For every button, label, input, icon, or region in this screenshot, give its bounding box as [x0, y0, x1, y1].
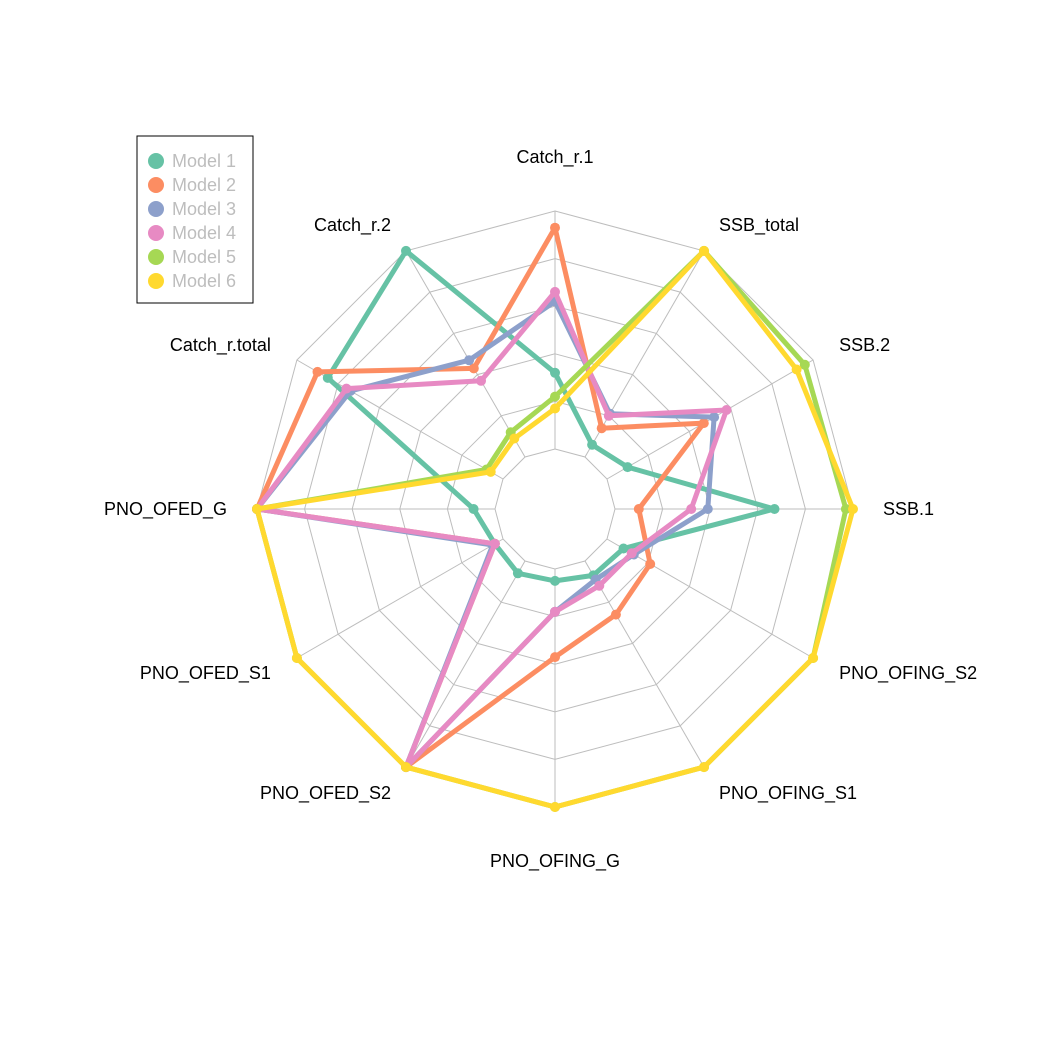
series-line: [254, 248, 849, 810]
data-point: [848, 504, 858, 514]
grid-spoke: [296, 538, 504, 659]
data-point: [468, 504, 479, 514]
axis-label: PNO_OFING_S1: [719, 783, 857, 804]
legend-marker: [148, 153, 164, 169]
data-point: [622, 462, 633, 473]
legend-label: Model 6: [172, 271, 236, 291]
data-point: [550, 403, 560, 414]
grid-spoke: [606, 538, 814, 659]
axis-labels: Catch_r.1 SSB_total SSB.2 SSB.1 PNO_OFING_S2…: [104, 147, 977, 872]
data-point: [594, 580, 605, 591]
data-point: [791, 364, 802, 375]
axis-label: PNO_OFED_S1: [140, 663, 271, 684]
data-point: [587, 439, 598, 450]
data-point: [618, 543, 629, 554]
data-point: [610, 609, 621, 620]
data-point: [769, 504, 780, 514]
axis-label: Catch_r.total: [170, 335, 271, 356]
data-point: [476, 375, 486, 386]
data-point: [721, 405, 732, 415]
legend-items: Model 1 Model 2 Model 3 Model 4 Model 5 Model…: [148, 151, 236, 291]
data-point: [291, 653, 302, 663]
data-point: [322, 372, 333, 383]
legend-label: Model 1: [172, 151, 236, 171]
data-point: [699, 245, 709, 256]
grid-spoke: [584, 560, 705, 768]
data-point: [252, 504, 262, 514]
legend-label: Model 5: [172, 247, 236, 267]
data-point: [509, 433, 520, 444]
axis-label: Catch_r.2: [314, 215, 391, 236]
data-point: [512, 568, 523, 579]
data-point: [550, 391, 560, 402]
data-point: [840, 504, 851, 514]
legend-marker: [148, 249, 164, 265]
series-5: [252, 245, 851, 812]
data-point: [550, 286, 560, 297]
data-point: [603, 410, 614, 421]
data-point: [312, 366, 323, 377]
legend-marker: [148, 177, 164, 193]
data-point: [808, 653, 819, 663]
data-point: [550, 652, 560, 663]
grid-spoke: [405, 250, 526, 458]
series-4: [252, 286, 732, 773]
legend-label: Model 3: [172, 199, 236, 219]
data-point: [341, 383, 352, 394]
axis-label: SSB.2: [839, 335, 890, 355]
grid-spoke: [584, 250, 705, 458]
axis-label: SSB.1: [883, 499, 934, 519]
data-point: [401, 762, 411, 773]
legend: Model 1 Model 2 Model 3 Model 4 Model 5 Model…: [136, 135, 254, 304]
data-point: [464, 355, 475, 366]
data-point: [468, 363, 479, 374]
legend-label: Model 2: [172, 175, 236, 195]
data-point: [686, 504, 697, 514]
grid-ring: [494, 448, 616, 570]
data-point: [699, 762, 709, 773]
series-6: [252, 245, 858, 812]
data-point: [489, 538, 500, 549]
legend-label: Model 4: [172, 223, 236, 243]
data-point: [596, 423, 607, 434]
data-point: [709, 412, 720, 423]
data-point: [633, 504, 644, 514]
axis-label: PNO_OFED_G: [104, 499, 227, 520]
data-point: [702, 504, 713, 514]
data-point: [550, 575, 560, 586]
axis-label: PNO_OFED_S2: [260, 783, 391, 804]
series-3: [252, 296, 720, 773]
data-point: [485, 466, 496, 477]
axis-label: PNO_OFING_S2: [839, 663, 977, 684]
data-point: [550, 222, 560, 233]
data-point: [550, 802, 560, 812]
series-line: [254, 289, 729, 770]
legend-marker: [148, 225, 164, 241]
data-point: [550, 367, 560, 378]
data-point: [799, 359, 810, 370]
axis-label: Catch_r.1: [516, 147, 593, 168]
data-point: [550, 606, 560, 617]
data-point: [645, 559, 656, 569]
data-point: [626, 548, 637, 559]
legend-marker: [148, 201, 164, 217]
data-point: [698, 418, 709, 429]
radar-series: [252, 222, 858, 812]
axis-label: SSB_total: [719, 215, 799, 236]
legend-marker: [148, 273, 164, 289]
axis-label: PNO_OFING_G: [490, 851, 620, 872]
grid-spoke: [405, 560, 526, 768]
data-point: [401, 245, 411, 256]
